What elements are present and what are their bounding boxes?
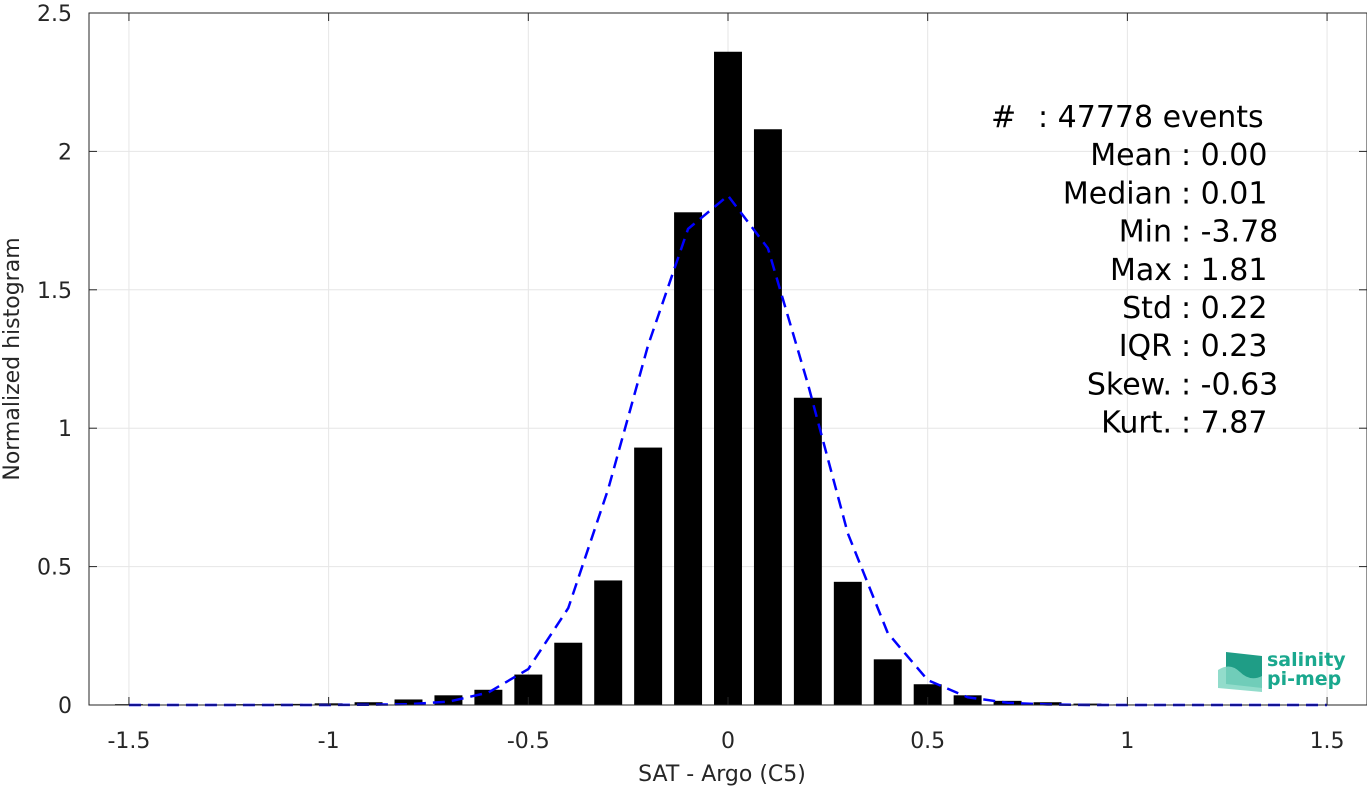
histogram-bar xyxy=(873,659,902,705)
logo-wave-icon-light xyxy=(1218,666,1262,692)
logo-line2: pi-mep xyxy=(1267,668,1341,690)
stat-label: Median xyxy=(1063,176,1172,211)
stat-label: Mean xyxy=(1090,138,1172,173)
stat-label: Kurt. xyxy=(1101,406,1172,441)
x-tick-label: 0 xyxy=(721,729,735,754)
x-tick-label: -1.5 xyxy=(107,729,150,754)
stat-value: : 0.23 xyxy=(1181,329,1267,364)
y-tick-label: 2.5 xyxy=(37,2,72,27)
stat-value: : -3.78 xyxy=(1181,215,1278,250)
logo-line1: salinity xyxy=(1267,649,1346,671)
x-tick-label: 1.5 xyxy=(1310,729,1345,754)
axis-ticks: -1.5 -1 -0.5 0 0.5 1 1.5 0 0.5 1 1.5 2 2.5 xyxy=(37,2,1367,754)
x-axis-label: SAT - Argo (C5) xyxy=(638,762,806,787)
histogram-bar xyxy=(953,695,982,705)
stat-value: : 0.01 xyxy=(1181,176,1267,211)
y-tick-label: 1 xyxy=(58,417,72,442)
histogram-bar xyxy=(913,684,942,705)
histogram-bar xyxy=(474,689,503,705)
stat-value: : 47778 events xyxy=(1038,100,1264,135)
histogram-bar xyxy=(793,397,822,705)
y-axis-label: Normalized histogram xyxy=(0,237,25,480)
histogram-bar xyxy=(394,699,423,705)
histogram-bar xyxy=(634,447,663,705)
stat-label: Skew. xyxy=(1087,367,1172,402)
histogram-bar xyxy=(554,642,583,705)
y-tick-label: 0 xyxy=(58,694,72,719)
histogram-bar xyxy=(753,129,782,706)
y-tick-label: 2 xyxy=(58,140,72,165)
stat-value: : 7.87 xyxy=(1181,406,1267,441)
stat-label: Min xyxy=(1119,215,1172,250)
stat-label: Max xyxy=(1110,253,1172,288)
stat-label: IQR xyxy=(1119,329,1172,364)
stat-label: Std xyxy=(1122,291,1172,326)
y-tick-label: 0.5 xyxy=(37,556,72,581)
stat-value: : 0.22 xyxy=(1181,291,1267,326)
stat-value: : 0.00 xyxy=(1181,138,1267,173)
histogram-bar xyxy=(594,580,623,705)
x-tick-label: -0.5 xyxy=(507,729,550,754)
histogram-bar xyxy=(833,581,862,705)
histogram-bar xyxy=(674,212,703,705)
salinity-pimep-logo: salinity pi-mep xyxy=(1218,649,1346,692)
histogram-bar xyxy=(434,695,463,705)
x-tick-label: 1 xyxy=(1120,729,1134,754)
y-tick-label: 1.5 xyxy=(37,279,72,304)
stat-value: : 1.81 xyxy=(1181,253,1267,288)
histogram-bar xyxy=(714,51,742,705)
stat-label: # xyxy=(991,100,1016,135)
x-tick-label: -1 xyxy=(318,729,340,754)
histogram-bars xyxy=(114,51,1222,706)
stat-value: : -0.63 xyxy=(1181,367,1278,402)
x-tick-label: 0.5 xyxy=(910,729,945,754)
